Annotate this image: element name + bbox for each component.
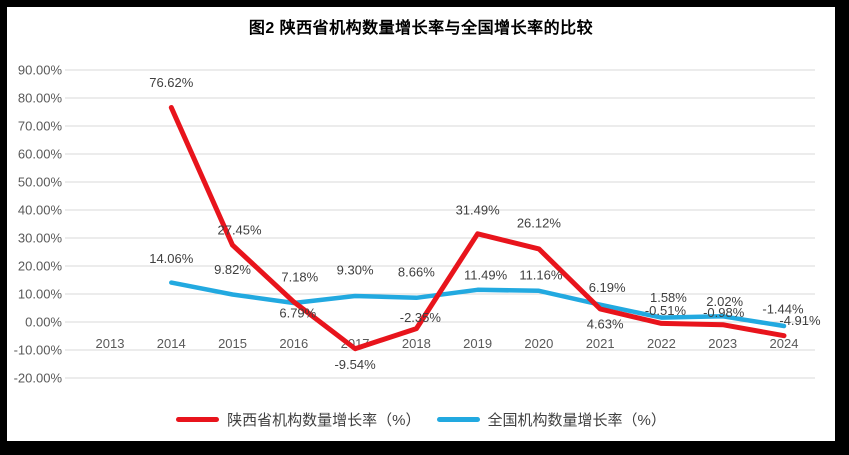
series-line-national [169, 280, 787, 329]
x-axis-tick-label: 2018 [402, 336, 431, 351]
y-axis-tick-label: 90.00% [18, 63, 63, 78]
x-axis-tick-label: 2022 [647, 336, 676, 351]
data-label-national-2016: 6.79% [279, 305, 316, 320]
x-axis-tick-label: 2021 [586, 336, 615, 351]
data-label-national-2018: 8.66% [398, 264, 435, 279]
data-label-national-2020: 11.16% [519, 267, 563, 282]
x-axis-tick-label: 2019 [463, 336, 492, 351]
data-label-shaanxi-2021: 4.63% [587, 317, 624, 332]
line-chart-plot-area: 90.00% 80.00% 70.00% 60.00% 50.00% 40.00% 30.0… [14, 63, 821, 386]
y-axis-tick-label: 10.00% [18, 287, 63, 302]
data-label-shaanxi-2019: 31.49% [456, 202, 501, 217]
x-axis-tick-label: 2013 [96, 336, 125, 351]
chart-frame: 图2 陕西省机构数量增长率与全国增长率的比较 90.00% 80.00% 70.00… [7, 7, 835, 441]
data-label-shaanxi-2016: 7.18% [281, 269, 318, 284]
y-axis-tick-label: -10.00% [14, 343, 63, 358]
x-axis-tick-label: 2020 [524, 336, 553, 351]
data-label-national-2024: -1.44% [762, 302, 804, 317]
data-label-shaanxi-2017: -9.54% [334, 357, 376, 372]
data-label-shaanxi-2024: -4.91% [779, 313, 821, 328]
chart-title: 图2 陕西省机构数量增长率与全国增长率的比较 [248, 20, 594, 37]
data-label-shaanxi-2014: 76.62% [149, 75, 194, 90]
legend-item-shaanxi: 陕西省机构数量增长率（%） [176, 409, 421, 430]
y-axis-tick-label: 70.00% [18, 119, 63, 134]
y-axis-tick-label: 30.00% [18, 231, 63, 246]
legend-label-shaanxi: 陕西省机构数量增长率（%） [227, 412, 421, 429]
data-label-national-2014: 14.06% [149, 251, 194, 266]
y-axis-tick-label: 40.00% [18, 203, 63, 218]
x-axis-tick-label: 2023 [708, 336, 737, 351]
data-label-national-2021: 6.19% [589, 280, 626, 295]
y-axis-tick-label: -20.00% [14, 371, 63, 386]
x-axis-tick-label: 2016 [279, 336, 308, 351]
y-axis-tick-label: 80.00% [18, 91, 63, 106]
series-line-shaanxi [168, 105, 787, 352]
y-axis-tick-label: 50.00% [18, 175, 63, 190]
x-axis-tick-label: 2015 [218, 336, 247, 351]
data-label-national-2015: 9.82% [214, 262, 251, 277]
data-label-national-2019: 11.49% [464, 267, 508, 282]
legend-swatch-national [436, 417, 480, 422]
data-label-national-2017: 9.30% [337, 262, 374, 277]
y-axis-tick-label: 60.00% [18, 147, 63, 162]
data-label-national-2023: 2.02% [706, 294, 743, 309]
data-label-shaanxi-2022: -0.51% [645, 303, 687, 318]
legend-item-national: 全国机构数量增长率（%） [436, 409, 666, 430]
y-axis-tick-label: 0.00% [25, 315, 62, 330]
legend-swatch-shaanxi [176, 417, 220, 422]
data-label-shaanxi-2020: 26.12% [517, 215, 562, 230]
x-axis-tick-label: 2024 [770, 336, 799, 351]
y-axis-tick-label: 20.00% [18, 259, 63, 274]
data-label-shaanxi-2018: -2.35% [400, 310, 442, 325]
legend-label-national: 全国机构数量增长率（%） [487, 412, 666, 429]
chart-legend: 陕西省机构数量增长率（%） 全国机构数量增长率（%） [7, 409, 835, 430]
data-label-national-2022: 1.58% [650, 290, 687, 305]
x-axis-tick-label: 2014 [157, 336, 186, 351]
data-label-shaanxi-2023: -0.98% [703, 305, 745, 320]
data-label-shaanxi-2015: 27.45% [217, 223, 262, 238]
